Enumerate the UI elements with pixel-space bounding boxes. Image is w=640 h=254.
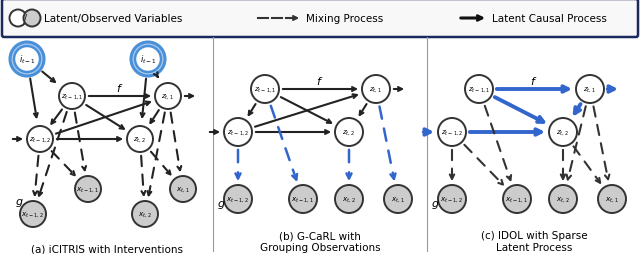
Text: $z_{t,2}$: $z_{t,2}$ — [134, 135, 147, 144]
Text: $x_{t,2}$: $x_{t,2}$ — [556, 195, 570, 204]
Text: $g$: $g$ — [431, 198, 439, 210]
Text: $x_{t-1,2}$: $x_{t-1,2}$ — [21, 210, 45, 219]
Circle shape — [10, 43, 44, 77]
Circle shape — [170, 176, 196, 202]
Circle shape — [503, 185, 531, 213]
Circle shape — [27, 126, 53, 152]
Circle shape — [155, 84, 181, 109]
Circle shape — [335, 119, 363, 146]
Text: $x_{t,2}$: $x_{t,2}$ — [342, 195, 356, 204]
Text: $i_{t-1}$: $i_{t-1}$ — [19, 54, 35, 66]
Circle shape — [598, 185, 626, 213]
Text: $g$: $g$ — [15, 196, 23, 208]
Text: $x_{t,1}$: $x_{t,1}$ — [176, 185, 190, 194]
Text: $z_{t,1}$: $z_{t,1}$ — [584, 85, 596, 94]
Circle shape — [75, 176, 101, 202]
Circle shape — [59, 84, 85, 109]
Circle shape — [335, 185, 363, 213]
Circle shape — [465, 76, 493, 104]
Text: $x_{t,2}$: $x_{t,2}$ — [138, 210, 152, 219]
Circle shape — [549, 119, 577, 146]
Text: $z_{t-1,1}$: $z_{t-1,1}$ — [253, 85, 276, 94]
Text: $z_{t,1}$: $z_{t,1}$ — [369, 85, 383, 94]
Circle shape — [224, 119, 252, 146]
Circle shape — [438, 119, 466, 146]
Text: $z_{t-1,1}$: $z_{t-1,1}$ — [61, 92, 83, 101]
Text: $z_{t-1,1}$: $z_{t-1,1}$ — [468, 85, 490, 94]
Text: (a) iCITRIS with Interventions: (a) iCITRIS with Interventions — [31, 244, 183, 254]
Text: $g$: $g$ — [217, 198, 225, 210]
Text: $i_{t-1}$: $i_{t-1}$ — [140, 54, 156, 66]
Circle shape — [438, 185, 466, 213]
Text: $x_{t-1,1}$: $x_{t-1,1}$ — [291, 195, 315, 204]
Circle shape — [131, 43, 165, 77]
Text: $x_{t-1,2}$: $x_{t-1,2}$ — [440, 195, 463, 204]
Text: Mixing Process: Mixing Process — [306, 14, 383, 24]
Circle shape — [127, 126, 153, 152]
Text: $x_{t-1,2}$: $x_{t-1,2}$ — [227, 195, 250, 204]
Circle shape — [251, 76, 279, 104]
Text: $z_{t,2}$: $z_{t,2}$ — [342, 128, 356, 137]
Text: $z_{t-1,2}$: $z_{t-1,2}$ — [29, 135, 51, 144]
Text: Latent/Observed Variables: Latent/Observed Variables — [44, 14, 182, 24]
Text: Latent Causal Process: Latent Causal Process — [492, 14, 607, 24]
Circle shape — [10, 10, 26, 27]
Text: $f$: $f$ — [316, 75, 324, 87]
Text: $x_{t,1}$: $x_{t,1}$ — [391, 195, 405, 204]
Text: $x_{t,1}$: $x_{t,1}$ — [605, 195, 619, 204]
Circle shape — [549, 185, 577, 213]
Text: $f$: $f$ — [116, 82, 124, 94]
Text: $x_{t-1,1}$: $x_{t-1,1}$ — [506, 195, 529, 204]
Text: $z_{t,2}$: $z_{t,2}$ — [556, 128, 570, 137]
Circle shape — [132, 201, 158, 227]
Text: $x_{t-1,1}$: $x_{t-1,1}$ — [76, 185, 100, 194]
Text: /: / — [23, 12, 27, 25]
FancyBboxPatch shape — [2, 0, 638, 38]
Circle shape — [362, 76, 390, 104]
Text: $f$: $f$ — [531, 75, 538, 87]
Circle shape — [384, 185, 412, 213]
Circle shape — [224, 185, 252, 213]
Circle shape — [576, 76, 604, 104]
Text: $z_{t-1,2}$: $z_{t-1,2}$ — [441, 128, 463, 137]
Circle shape — [20, 201, 46, 227]
Text: $z_{t,1}$: $z_{t,1}$ — [161, 92, 175, 101]
Circle shape — [14, 47, 40, 73]
Circle shape — [289, 185, 317, 213]
Text: (c) IDOL with Sparse
Latent Process: (c) IDOL with Sparse Latent Process — [481, 230, 588, 252]
Text: $z_{t-1,2}$: $z_{t-1,2}$ — [227, 128, 249, 137]
Circle shape — [135, 47, 161, 73]
Circle shape — [24, 10, 40, 27]
Text: (b) G-CaRL with
Grouping Observations: (b) G-CaRL with Grouping Observations — [260, 230, 380, 252]
